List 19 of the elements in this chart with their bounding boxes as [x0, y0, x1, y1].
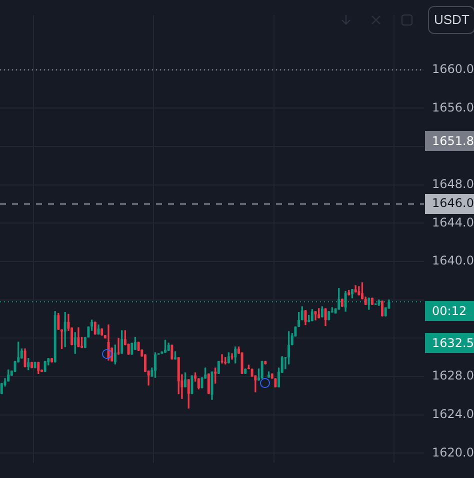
y-tick-label: 1648.0	[432, 176, 474, 191]
candlestick	[164, 340, 167, 353]
ref-line-label: 1646.0	[432, 196, 474, 210]
y-tick-label: 1640.0	[432, 254, 474, 268]
candlestick	[154, 352, 156, 378]
y-tick-label: 1656.0	[432, 100, 474, 114]
candlestick	[268, 371, 270, 378]
text: 1651.8	[425, 131, 474, 151]
y-tick-label: 1620.0	[432, 445, 474, 460]
y-tick-label: 1660.0	[432, 62, 474, 76]
candlestick	[117, 338, 120, 355]
candlestick	[220, 354, 224, 364]
y-tick-label: 1628.0	[432, 368, 474, 383]
y-tick-label: 1644.0	[432, 215, 474, 230]
text: USDT	[428, 6, 474, 34]
text: 00:12	[425, 301, 474, 321]
candlestick	[230, 353, 234, 360]
text: 1632.5	[425, 333, 474, 353]
y-tick-label: 1624.0	[432, 407, 474, 421]
